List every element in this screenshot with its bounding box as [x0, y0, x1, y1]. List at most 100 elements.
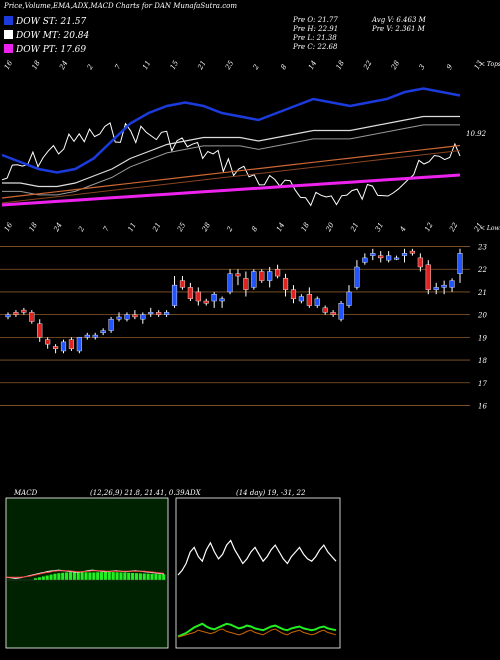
- legend-dow-pt: DOW PT: 17.69: [4, 44, 86, 55]
- ema-mt-line: [2, 115, 460, 188]
- candle-body: [362, 257, 368, 263]
- ema-bottom-date-label: 16: [3, 221, 15, 233]
- price-corner-label: < Lows: [480, 225, 500, 232]
- ema-top-date-label: 14: [307, 59, 318, 71]
- ema-pt-line: [1, 173, 461, 207]
- macd-signal-line: [6, 570, 165, 578]
- adx-frame: [175, 497, 341, 649]
- candle-body: [132, 314, 138, 318]
- macd-label: MACD: [14, 489, 37, 497]
- macd-histogram-bar: [80, 572, 84, 580]
- candle-body: [211, 294, 217, 302]
- candle-body: [370, 253, 376, 256]
- candle-body: [235, 273, 241, 277]
- legend-label-pt: DOW PT: 17.69: [16, 45, 87, 55]
- candle-body: [314, 298, 320, 306]
- stat-open: Pre O: 21.77: [293, 16, 338, 24]
- candle-body: [84, 334, 90, 338]
- candle-body: [409, 250, 416, 254]
- stat-low: Pre L: 21.38: [293, 34, 337, 42]
- candle-body: [354, 266, 360, 288]
- macd-histogram-bar: [119, 572, 123, 580]
- candle-body: [330, 312, 336, 315]
- adx-panel: [175, 497, 341, 649]
- macd-histogram-bar: [57, 573, 61, 580]
- ema-bottom-date-label: 24: [52, 221, 64, 234]
- ema-top-date-label: 2: [85, 63, 95, 72]
- price-tick-label: 16: [478, 402, 487, 410]
- macd-histogram-bar: [150, 573, 154, 580]
- ema-bottom-date-label: 21: [349, 221, 361, 234]
- candle-body: [203, 300, 209, 304]
- candle-body: [100, 330, 106, 334]
- price-tick-label: 21: [477, 289, 487, 297]
- stat-close: Pre C: 22.68: [293, 43, 338, 51]
- ema-bottom-date-label: 20: [324, 221, 336, 234]
- candle-body: [187, 287, 193, 299]
- ema-top-date-label: 15: [169, 59, 181, 71]
- ema-bottom-date-label: 21: [472, 221, 484, 234]
- candle-body: [417, 257, 423, 268]
- macd-histogram-bar: [84, 572, 88, 580]
- candle-body: [259, 271, 265, 281]
- candle-body: [282, 278, 289, 290]
- candle-body: [116, 316, 122, 320]
- ema-bottom-date-label: 18: [28, 221, 40, 233]
- legend-swatch-mt: [4, 30, 13, 39]
- ema-top-date-label: 18: [335, 59, 347, 71]
- legend-dow-mt: DOW MT: 20.84: [4, 30, 89, 41]
- macd-histogram-bar: [100, 572, 104, 580]
- ema-top-date-label: 21: [196, 59, 208, 72]
- candle-body: [171, 284, 178, 306]
- price-tick-label: 18: [478, 357, 487, 365]
- price-tick-label: 23: [477, 244, 487, 252]
- candle-body: [298, 296, 304, 302]
- legend-swatch-st: [4, 16, 13, 25]
- macd-histogram-bar: [138, 573, 142, 580]
- macd-histogram-bar: [107, 571, 111, 580]
- adx-label: ADX: [185, 489, 201, 497]
- ema-top-date-label: 11: [141, 59, 152, 71]
- macd-histogram-bar: [45, 575, 49, 580]
- candle-body: [179, 280, 186, 288]
- candle-body: [68, 339, 75, 349]
- ema-top-date-label: 9: [445, 63, 454, 71]
- candle-body: [21, 309, 27, 313]
- ema-top-date-label: 16: [3, 59, 15, 71]
- ema-last-value: 10.92: [466, 130, 487, 138]
- legend-label-st: DOW ST: 21.57: [16, 17, 87, 27]
- macd-histogram-bar: [127, 572, 131, 580]
- macd-histogram-bar: [76, 571, 80, 580]
- ema-top-date-label: 25: [223, 59, 235, 72]
- macd-histogram-bar: [41, 576, 45, 580]
- candle-body: [227, 273, 233, 293]
- candle-body: [290, 289, 297, 299]
- ema-top-date-label: 3: [418, 63, 427, 71]
- candle-body: [346, 291, 352, 306]
- candle-body: [267, 271, 273, 281]
- ema-slow-line-2: [1, 150, 461, 204]
- macd-histogram-bar: [61, 572, 65, 580]
- macd-histogram-bar: [92, 572, 96, 580]
- candle-body: [219, 298, 225, 302]
- candle-body: [45, 339, 51, 345]
- candle-body: [243, 278, 249, 290]
- macd-histogram-bar: [34, 578, 38, 580]
- ema-bottom-date-label: 7: [102, 225, 111, 233]
- macd-panel: [5, 497, 169, 649]
- ema-bottom-date-label: 4: [398, 225, 408, 234]
- candle-body: [164, 312, 170, 315]
- candle-body: [92, 334, 98, 338]
- candle-body: [5, 314, 11, 318]
- price-tick-label: 17: [478, 380, 487, 388]
- ema-bottom-date-label: 2: [77, 225, 87, 234]
- macd-histogram-bar: [134, 573, 139, 580]
- macd-histogram-bar: [158, 574, 162, 580]
- macd-histogram-bar: [115, 572, 119, 580]
- macd-histogram-bar: [68, 572, 73, 580]
- candle-body: [425, 264, 431, 290]
- macd-histogram-bar: [53, 573, 57, 580]
